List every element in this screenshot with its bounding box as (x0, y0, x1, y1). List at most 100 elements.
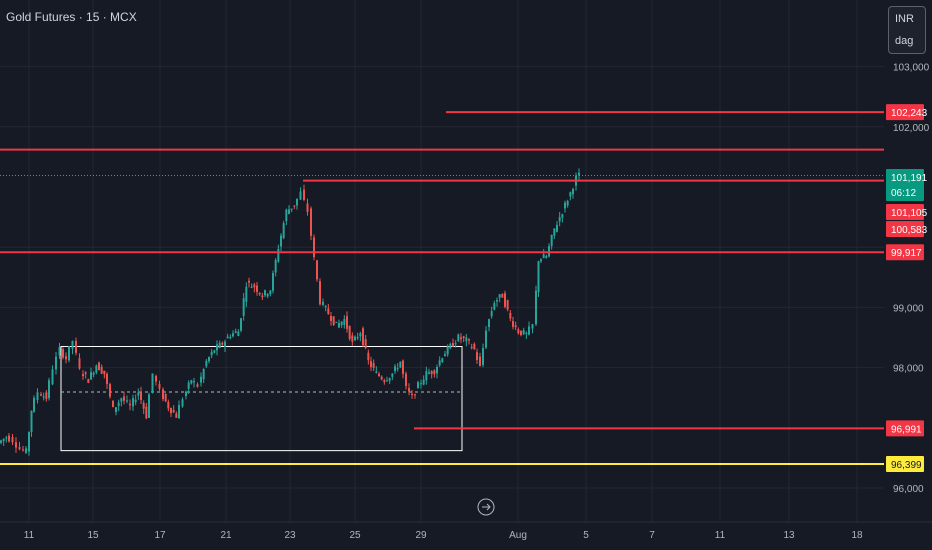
candle-body (550, 234, 553, 247)
candle-body (535, 290, 537, 325)
candle-body (45, 392, 48, 399)
candle-body (117, 402, 120, 407)
candle-body (266, 293, 269, 297)
candle-body (394, 366, 396, 372)
candle-body (498, 294, 501, 298)
level-tag-label: 96,399 (891, 460, 922, 471)
candle-body (5, 437, 8, 439)
candle-body (82, 374, 84, 377)
candle-body (470, 346, 473, 348)
candle-body (155, 375, 157, 382)
candle-body (290, 208, 293, 210)
candle-body (256, 285, 258, 292)
candle-body (181, 399, 184, 407)
candle-body (71, 340, 74, 349)
candle-body (112, 400, 114, 407)
currency-label: INR (895, 13, 914, 25)
candle-body (226, 336, 229, 339)
x-tick-label: 7 (649, 530, 655, 541)
candle-body (42, 396, 45, 398)
candle-body (324, 306, 327, 308)
candle-body (140, 391, 142, 401)
candle-body (509, 312, 512, 319)
candle-body (232, 333, 234, 337)
candle-body (528, 326, 530, 335)
currency-unit-box[interactable]: INR dag (888, 6, 926, 54)
candle-body (65, 356, 67, 360)
candle-body (167, 401, 170, 409)
x-tick-label: 15 (87, 530, 99, 541)
unit-label: dag (895, 35, 914, 47)
candle-body (213, 350, 216, 353)
symbol-title[interactable]: Gold Futures · 15 · MCX (6, 10, 137, 24)
candle-body (132, 398, 134, 407)
candle-body (425, 371, 428, 381)
candle-body (277, 248, 280, 262)
candle-body (330, 316, 332, 321)
candle-body (558, 217, 561, 222)
candle-body (137, 392, 140, 396)
candle-body (473, 343, 476, 350)
candle-body (95, 365, 98, 373)
candle-body (242, 298, 245, 316)
candle-body (556, 224, 558, 232)
candle-body (356, 336, 359, 339)
candle-body (115, 407, 117, 413)
candle-body (272, 273, 274, 291)
x-tick-label: 5 (583, 530, 589, 541)
y-tick-label: 99,000 (893, 303, 924, 314)
candle-body (87, 379, 90, 383)
current-price-label: 101,191 (891, 173, 928, 184)
candle-body (240, 318, 242, 331)
candle-body (340, 321, 343, 326)
candle-body (396, 368, 399, 370)
candle-body (542, 254, 545, 259)
candle-body (479, 356, 481, 366)
candle-body (438, 360, 441, 366)
candle-body (522, 330, 525, 335)
candle-body (452, 343, 454, 347)
candle-body (178, 405, 180, 419)
candle-body (109, 384, 111, 397)
candle-body (299, 191, 302, 200)
candle-body (512, 321, 514, 327)
candle-body (145, 406, 148, 419)
candle-body (386, 380, 388, 382)
candle-body (229, 336, 232, 338)
candle-body (274, 260, 277, 273)
candle-body (468, 339, 470, 341)
candle-body (306, 203, 309, 212)
candle-body (564, 202, 566, 209)
level-tag-label: 96,991 (891, 424, 922, 435)
candle-body (332, 316, 335, 326)
level-tag (886, 204, 924, 220)
candle-body (22, 449, 24, 451)
level-tag-label: 101,105 (891, 208, 928, 219)
candle-body (346, 316, 348, 329)
candle-body (514, 325, 517, 328)
range-box (60, 346, 463, 452)
candle-body (428, 372, 430, 374)
candle-body (327, 308, 330, 315)
candle-body (553, 228, 556, 236)
candle-body (322, 301, 324, 305)
candle-body (501, 293, 504, 298)
candle-body (493, 303, 496, 310)
candle-body (506, 300, 509, 310)
candle-body (92, 372, 95, 375)
candle-body (187, 382, 190, 389)
candle-body (190, 380, 193, 384)
candle-body (566, 200, 569, 206)
candle-body (185, 391, 187, 397)
candle-body (158, 384, 161, 389)
candle-body (293, 205, 296, 207)
candle-body (408, 388, 410, 392)
candle-body (205, 360, 208, 367)
candle-body (316, 260, 318, 280)
candle-body (414, 394, 416, 396)
candle-body (224, 341, 226, 347)
candle-body (504, 293, 506, 307)
candle-body (417, 382, 419, 389)
